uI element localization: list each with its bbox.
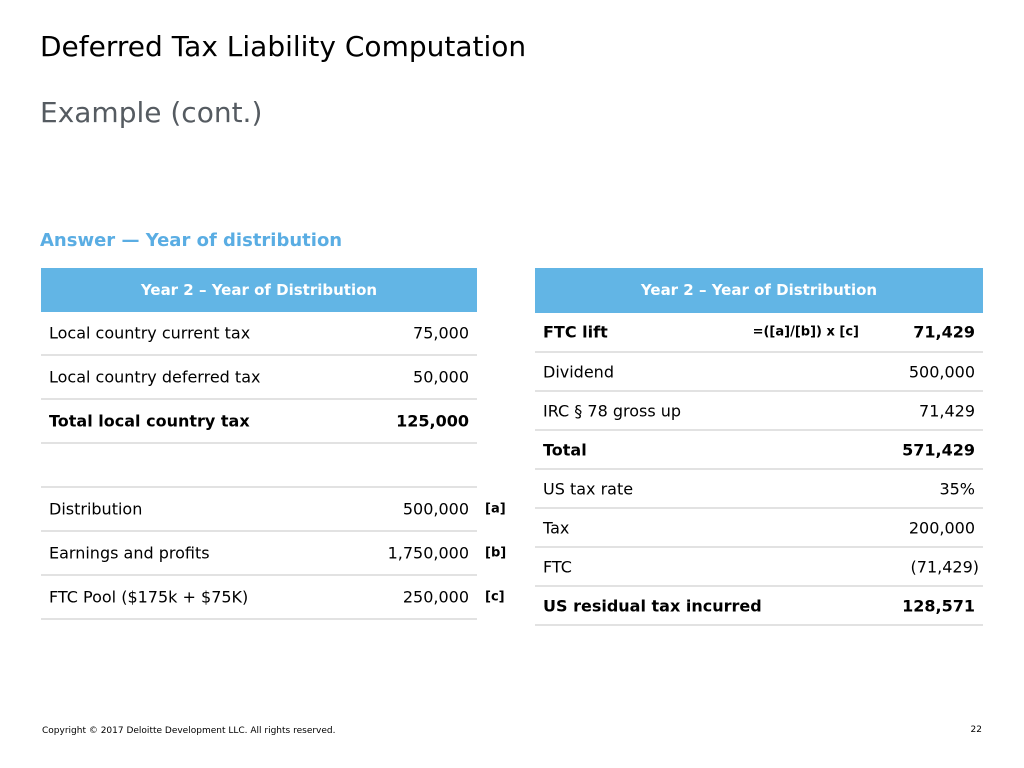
row-value: 200,000 [908, 518, 975, 537]
row-label: FTC lift [543, 322, 608, 342]
table-row: Dividend 500,000 [535, 353, 983, 392]
row-formula: =([a]/[b]) x [c] [752, 324, 859, 340]
table-row-ftc-lift: FTC lift =([a]/[b]) x [c] 71,429 [535, 313, 983, 353]
copyright-text: Copyright © 2017 Deloitte Development LL… [42, 726, 336, 736]
row-value: 500,000 [908, 362, 975, 381]
row-value: 75,000 [413, 323, 469, 343]
row-value: 1,750,000 [387, 543, 469, 563]
table-row-residual: US residual tax incurred 128,571 [535, 587, 983, 626]
row-label: Tax [543, 518, 570, 537]
table-row: Local country current tax 75,000 [41, 312, 477, 356]
row-label: FTC [543, 557, 572, 576]
table-header: Year 2 – Year of Distribution [535, 268, 983, 313]
table-row: FTC (71,429) [535, 548, 983, 587]
row-value: 250,000 [402, 587, 469, 607]
row-label: US tax rate [543, 479, 634, 498]
row-label: Local country deferred tax [49, 367, 261, 387]
row-reference: [b] [485, 545, 507, 561]
table-row: FTC Pool ($175k + $75K) 250,000 [c] [41, 576, 505, 620]
table-row: Distribution 500,000 [a] [41, 488, 506, 532]
row-value: 35% [939, 479, 975, 498]
row-label: IRC § 78 gross up [543, 401, 682, 420]
section-heading: Answer — Year of distribution [40, 230, 343, 251]
row-value: 125,000 [396, 411, 469, 431]
table-header: Year 2 – Year of Distribution [41, 268, 477, 312]
table-row-total: Total 571,429 [535, 431, 983, 470]
table-row: Tax 200,000 [535, 509, 983, 548]
table-row-total: Total local country tax 125,000 [41, 400, 477, 444]
row-reference: [a] [485, 501, 506, 517]
table-row-spacer [41, 444, 477, 488]
row-label: Local country current tax [49, 323, 251, 343]
table-row: US tax rate 35% [535, 470, 983, 509]
row-value: 71,429 [919, 401, 975, 420]
row-value: 571,429 [902, 440, 975, 459]
slide-title: Deferred Tax Liability Computation [40, 30, 527, 63]
row-label: Earnings and profits [49, 543, 210, 563]
row-value: 500,000 [402, 499, 469, 519]
row-label: Total local country tax [49, 411, 250, 431]
row-reference: [c] [485, 589, 505, 605]
table-row: Earnings and profits 1,750,000 [b] [41, 532, 506, 576]
row-value: 50,000 [413, 367, 469, 387]
table-row: Local country deferred tax 50,000 [41, 356, 477, 400]
row-value: (71,429) [910, 557, 979, 576]
row-label: Total [543, 440, 587, 459]
page-number: 22 [970, 725, 982, 735]
local-tax-table: Year 2 – Year of Distribution Local coun… [41, 268, 506, 620]
row-label: FTC Pool ($175k + $75K) [49, 587, 249, 607]
row-value: 71,429 [913, 322, 975, 342]
row-value: 128,571 [902, 596, 975, 615]
row-label: Dividend [543, 362, 614, 381]
row-label: US residual tax incurred [543, 596, 762, 615]
row-label: Distribution [49, 499, 143, 519]
table-row: IRC § 78 gross up 71,429 [535, 392, 983, 431]
us-tax-table: Year 2 – Year of Distribution FTC lift =… [535, 268, 983, 626]
slide-subtitle: Example (cont.) [40, 96, 263, 129]
